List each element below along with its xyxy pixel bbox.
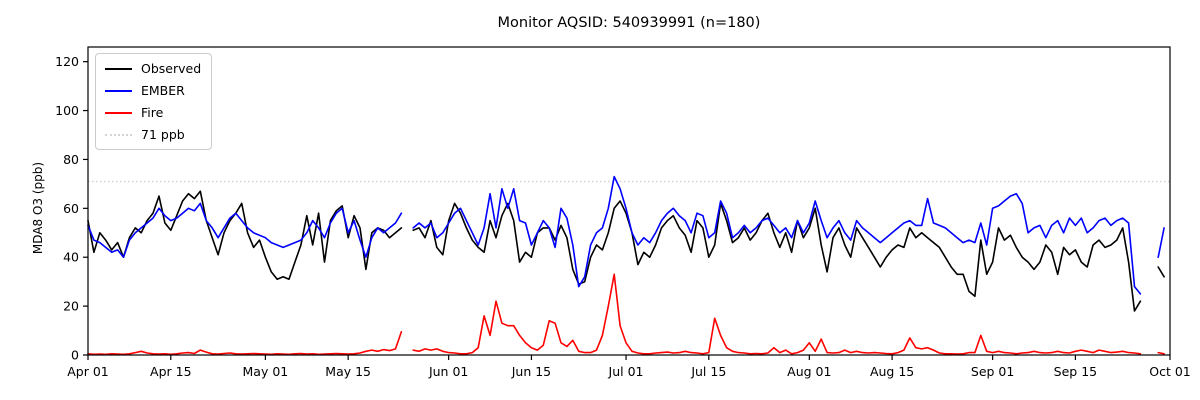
legend-item-71-ppb: 71 ppb <box>105 127 201 142</box>
chart-title: Monitor AQSID: 540939991 (n=180) <box>497 15 761 31</box>
x-tick-label: May 15 <box>325 364 371 379</box>
x-tick-label: Sep 15 <box>1054 364 1097 379</box>
y-tick-label: 40 <box>63 250 79 265</box>
y-tick-label: 60 <box>63 201 79 216</box>
legend-line-swatch <box>105 133 132 136</box>
series-line-ember <box>87 175 1165 295</box>
x-tick-label: Sep 01 <box>971 364 1014 379</box>
x-tick-label: Jul 15 <box>690 364 726 379</box>
x-tick-label: Apr 01 <box>67 364 109 379</box>
y-tick-label: 0 <box>71 348 79 363</box>
y-tick-label: 100 <box>55 103 79 118</box>
x-tick-label: Oct 01 <box>1149 364 1191 379</box>
legend-label: Fire <box>141 105 164 120</box>
y-tick-label: 80 <box>63 152 79 167</box>
x-tick-label: Jun 15 <box>511 364 551 379</box>
legend-item-fire: Fire <box>105 105 201 120</box>
x-tick-label: Aug 15 <box>870 364 914 379</box>
series-line-fire <box>87 273 1165 356</box>
legend-line-swatch <box>105 111 132 114</box>
x-tick-label: Apr 15 <box>150 364 192 379</box>
series-line-observed <box>87 190 1165 312</box>
y-tick-label: 120 <box>55 54 79 69</box>
legend-item-ember: EMBER <box>105 83 201 98</box>
legend-line-swatch <box>105 89 132 92</box>
x-tick-label: Aug 01 <box>787 364 831 379</box>
legend-label: Observed <box>141 61 202 76</box>
axes-box <box>87 46 1171 356</box>
y-tick-label: 20 <box>63 299 79 314</box>
x-tick-label: May 01 <box>243 364 289 379</box>
x-tick-label: Jul 01 <box>608 364 644 379</box>
legend-label: 71 ppb <box>141 127 185 142</box>
legend: Observed EMBER Fire 71 ppb <box>95 53 213 150</box>
legend-item-observed: Observed <box>105 61 201 76</box>
x-tick-label: Jun 01 <box>428 364 468 379</box>
legend-label: EMBER <box>141 83 185 98</box>
legend-line-swatch <box>105 67 132 70</box>
